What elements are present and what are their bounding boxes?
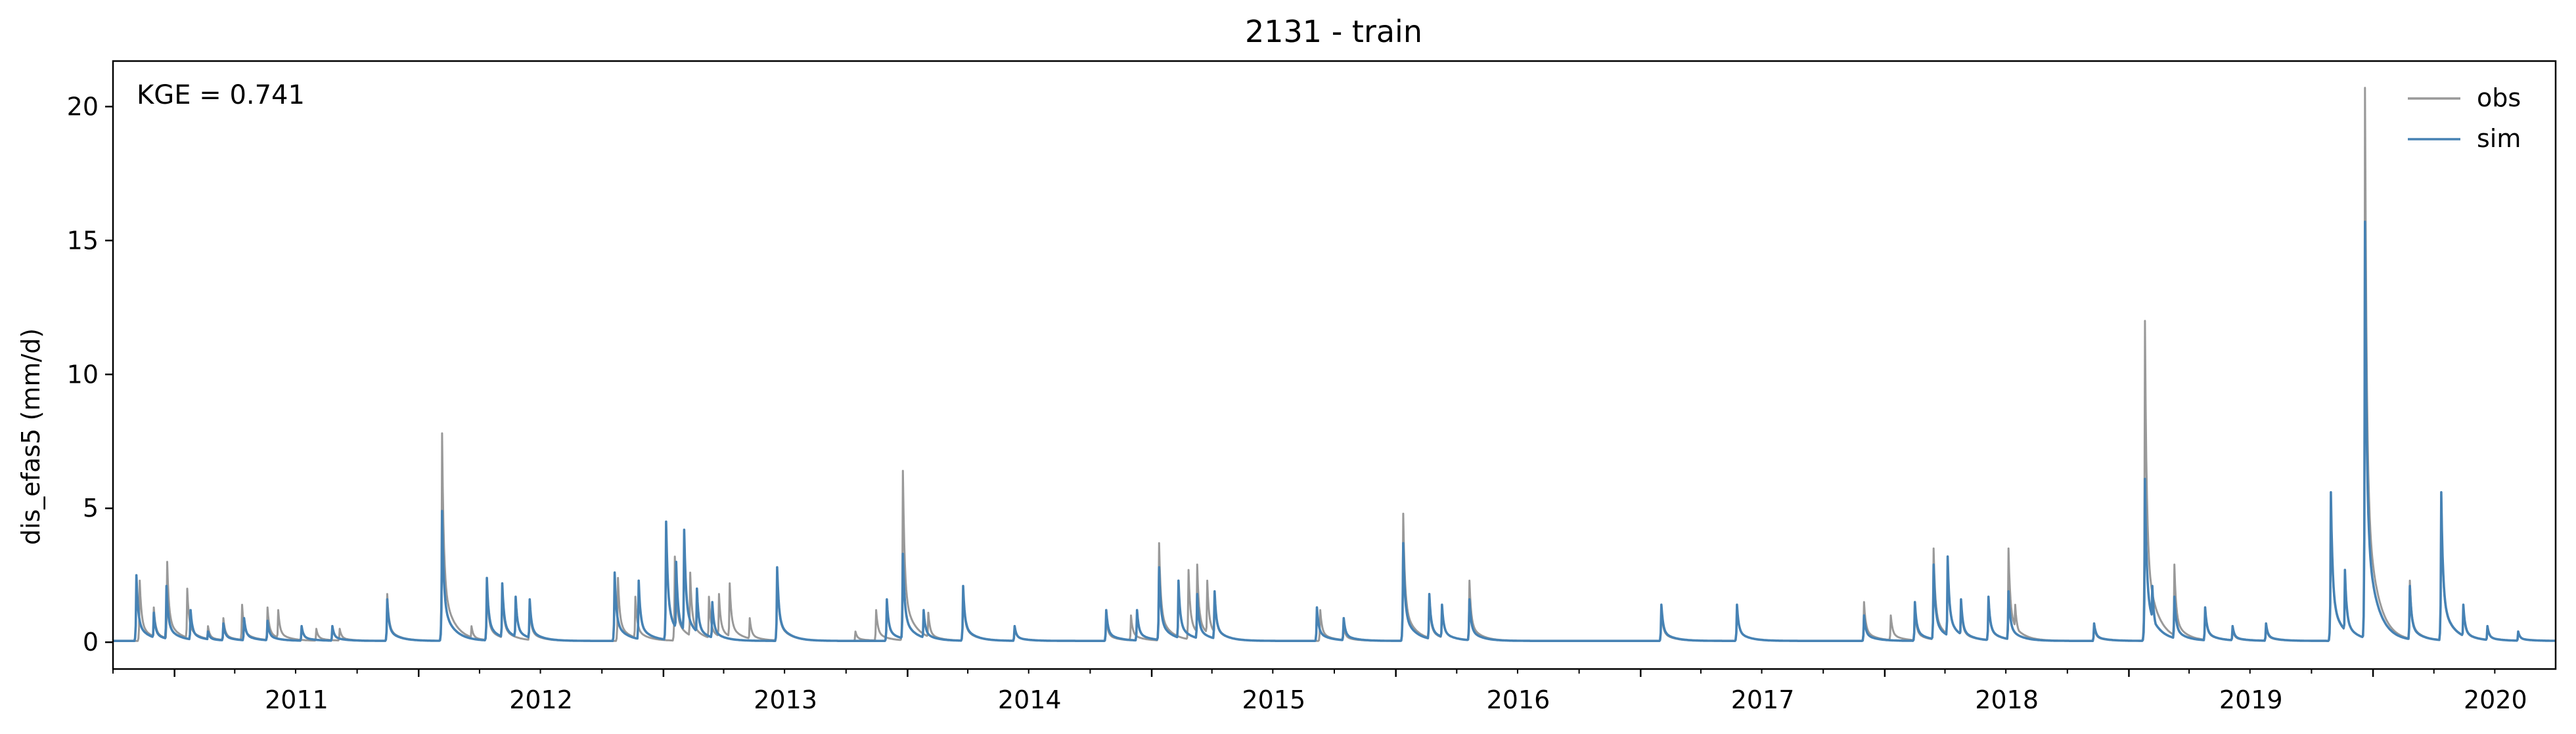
axes-layer: 0 5 10 15 20 2011 2012 2013 2014 2015 2016 2017 2018… xyxy=(67,92,2527,714)
y-axis-label: dis_efas5 (mm/d) xyxy=(16,328,45,545)
legend: obs sim xyxy=(2408,83,2521,153)
y-tick-label-15: 15 xyxy=(67,226,99,255)
x-tick-label-2018: 2018 xyxy=(1975,685,2039,714)
kge-annotation: KGE = 0.741 xyxy=(137,80,305,110)
x-tick-label-2020: 2020 xyxy=(2464,685,2527,714)
x-tick-label-2015: 2015 xyxy=(1242,685,1306,714)
y-tick-label-10: 10 xyxy=(67,360,99,389)
y-tick-label-20: 20 xyxy=(67,92,99,121)
series-layer xyxy=(112,87,2556,643)
legend-sim-label: sim xyxy=(2477,124,2521,153)
x-tick-label-2019: 2019 xyxy=(2219,685,2283,714)
series-line-sim xyxy=(112,220,2556,643)
y-tick-label-0: 0 xyxy=(83,628,99,657)
chart-title: 2131 - train xyxy=(1245,14,1422,49)
plot-frame xyxy=(112,60,2557,670)
x-tick-label-2017: 2017 xyxy=(1731,685,1795,714)
legend-obs-label: obs xyxy=(2477,83,2521,112)
x-tick-label-2011: 2011 xyxy=(265,685,328,714)
x-tick-label-2013: 2013 xyxy=(754,685,817,714)
x-tick-label-2012: 2012 xyxy=(509,685,573,714)
x-tick-label-2016: 2016 xyxy=(1487,685,1550,714)
x-tick-label-2014: 2014 xyxy=(998,685,1062,714)
y-tick-label-5: 5 xyxy=(83,494,99,523)
